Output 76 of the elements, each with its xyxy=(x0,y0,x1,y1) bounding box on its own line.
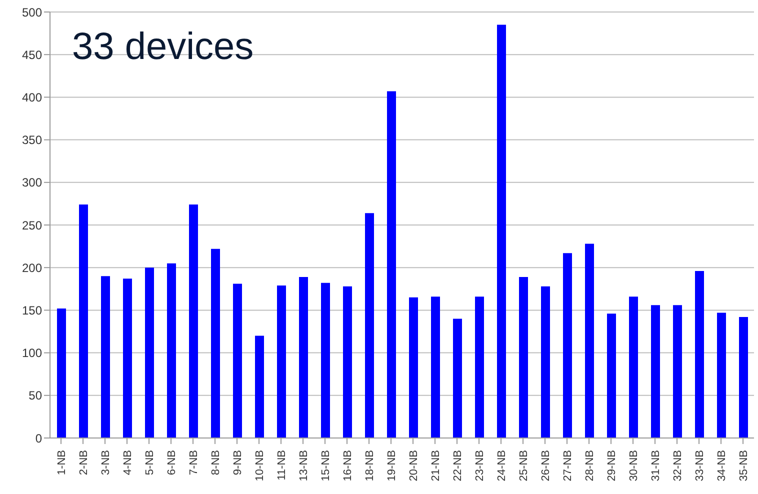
x-tick-label: 6-NB xyxy=(166,450,178,476)
bar xyxy=(101,276,110,438)
bar xyxy=(585,244,594,438)
y-tick-label: 250 xyxy=(22,218,42,232)
x-tick-label: 9-NB xyxy=(232,450,244,476)
bar xyxy=(739,317,748,438)
y-tick-label: 400 xyxy=(22,90,42,104)
y-tick-label: 0 xyxy=(35,431,42,446)
x-tick-label: 3-NB xyxy=(100,450,112,476)
x-tick-label: 33-NB xyxy=(694,450,706,482)
bar xyxy=(167,263,176,438)
bar xyxy=(497,24,506,438)
x-tick-label: 15-NB xyxy=(320,450,332,482)
bar xyxy=(475,296,484,438)
x-tick-label: 7-NB xyxy=(188,450,200,476)
x-tick-label: 25-NB xyxy=(518,450,530,482)
bar xyxy=(673,305,682,438)
y-tick-label: 100 xyxy=(22,346,42,360)
y-tick-label: 300 xyxy=(22,176,42,190)
bar xyxy=(189,204,198,438)
bar xyxy=(343,286,352,438)
x-tick-label: 20-NB xyxy=(408,450,420,482)
bar xyxy=(519,276,528,438)
bar xyxy=(321,282,330,438)
bar xyxy=(409,297,418,438)
x-tick-label: 21-NB xyxy=(430,450,442,482)
y-tick-label: 150 xyxy=(22,303,42,318)
bar xyxy=(365,213,374,438)
x-tick-label: 32-NB xyxy=(672,450,684,482)
x-tick-label: 11-NB xyxy=(276,450,288,480)
x-tick-label: 13-NB xyxy=(298,450,310,482)
bar xyxy=(299,276,308,438)
x-tick-label: 2-NB xyxy=(78,450,90,476)
y-tick-label: 450 xyxy=(22,48,42,62)
bar xyxy=(651,305,660,438)
bar xyxy=(387,91,396,438)
x-tick-label: 5-NB xyxy=(144,450,156,476)
x-tick-label: 27-NB xyxy=(562,450,574,482)
x-tick-label: 24-NB xyxy=(496,450,508,482)
x-tick-label: 18-NB xyxy=(364,450,376,482)
x-tick-label: 34-NB xyxy=(716,450,728,482)
bar xyxy=(431,296,440,438)
x-tick-label: 19-NB xyxy=(386,450,398,482)
x-tick-label: 26-NB xyxy=(540,450,552,482)
x-tick-label: 4-NB xyxy=(122,450,134,476)
bar xyxy=(211,248,220,438)
x-tick-label: 10-NB xyxy=(254,450,266,482)
x-tick-label: 30-NB xyxy=(628,450,640,482)
x-tick-label: 8-NB xyxy=(210,450,222,476)
bar xyxy=(57,308,66,438)
x-tick-label: 1-NB xyxy=(56,450,68,476)
bar xyxy=(79,204,88,438)
x-tick-label: 22-NB xyxy=(452,450,464,482)
y-tick-label: 500 xyxy=(22,5,42,20)
y-tick-label: 50 xyxy=(28,388,42,403)
y-tick-label: 350 xyxy=(22,133,42,148)
x-tick-label: 35-NB xyxy=(738,450,750,482)
bar xyxy=(717,312,726,438)
bar xyxy=(453,318,462,438)
bar xyxy=(541,286,550,438)
bar xyxy=(123,278,132,438)
bar xyxy=(277,285,286,438)
bar xyxy=(145,268,154,438)
x-tick-label: 28-NB xyxy=(584,450,596,482)
bar xyxy=(563,253,572,438)
bar xyxy=(629,296,638,438)
x-tick-label: 23-NB xyxy=(474,450,486,482)
bar xyxy=(607,314,616,438)
bar xyxy=(255,336,264,438)
bar xyxy=(695,271,704,438)
chart-title: 33 devices xyxy=(72,26,254,68)
x-tick-label: 29-NB xyxy=(606,450,618,482)
x-tick-label: 31-NB xyxy=(650,450,662,482)
x-tick-label: 16-NB xyxy=(342,450,354,482)
bar xyxy=(233,284,242,438)
y-tick-label: 200 xyxy=(22,260,42,275)
